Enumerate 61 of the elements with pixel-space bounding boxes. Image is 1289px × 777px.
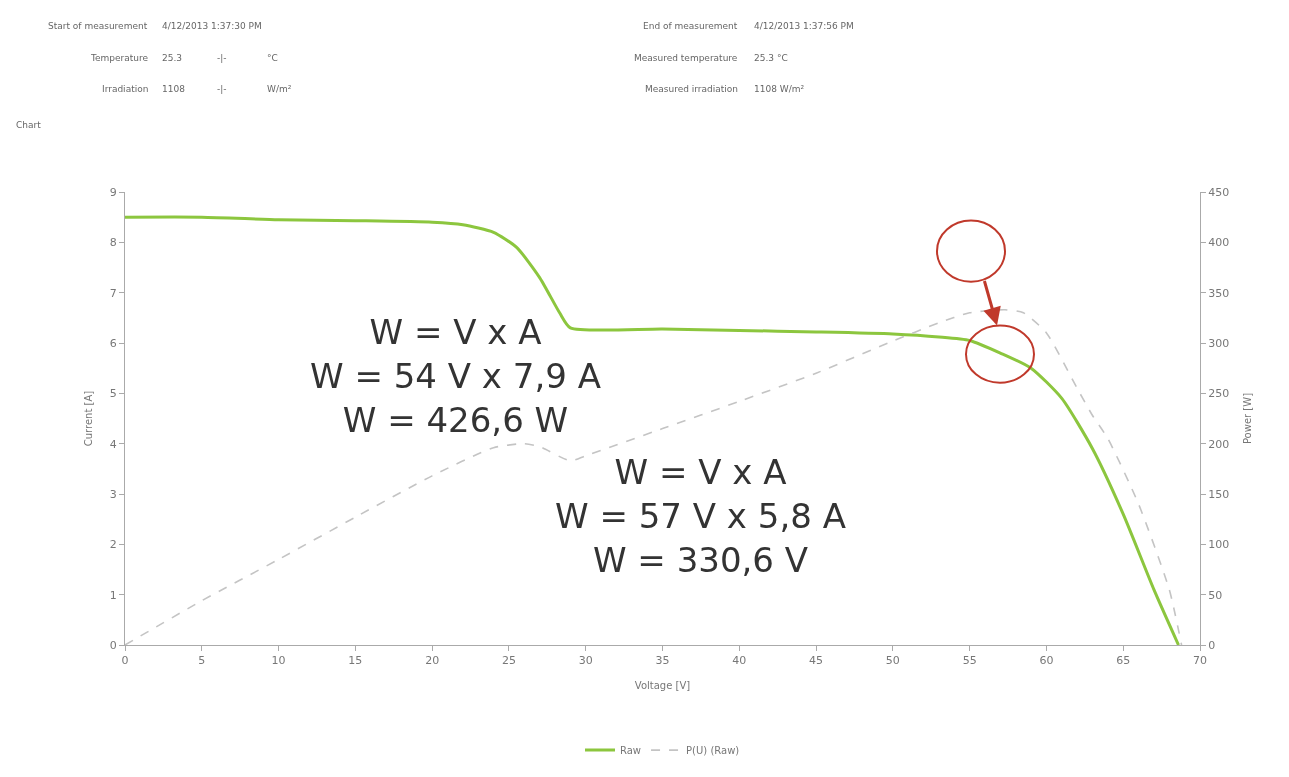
text: W/m² [267, 84, 292, 94]
y-tick-label: 9 [109, 185, 117, 199]
text: °C [267, 53, 278, 63]
text: Measured temperature [634, 53, 738, 63]
y2-tick-label: 450 [1208, 185, 1230, 199]
y-tick-label: 0 [109, 638, 117, 652]
y2-axis-title: Power [W] [1241, 392, 1253, 445]
x-axis-title: Voltage [V] [634, 679, 691, 691]
text: Temperature [90, 53, 149, 63]
x-tick-label: 10 [271, 654, 286, 668]
y-tick-label: 5 [109, 387, 117, 401]
x-tick-label: 70 [1193, 654, 1207, 668]
x-tick-label: 5 [198, 654, 206, 668]
x-tick-label: 45 [809, 654, 824, 668]
x-tick-label: 0 [121, 654, 129, 668]
y2-tick-label: 250 [1208, 387, 1230, 401]
text: End of measurement [643, 21, 738, 31]
y-tick-label: 3 [109, 487, 117, 501]
text: 4/12/2013 1:37:56 PM [754, 21, 854, 31]
text: 1108 W/m² [754, 84, 805, 94]
text: 25.3 °C [754, 53, 788, 63]
y2-tick-label: 50 [1208, 588, 1223, 602]
y2-tick-label: 0 [1208, 638, 1216, 652]
y-axis-title: Current [A] [82, 390, 94, 447]
y-tick-label: 7 [109, 286, 117, 300]
y2-tick-label: 350 [1208, 286, 1230, 300]
text: 1108 [162, 84, 186, 94]
annotation: W = V x A W = 57 V x 5,8 A W = 330,6 V [555, 452, 846, 581]
x-tick-label: 50 [885, 654, 900, 668]
text: Irradiation [102, 84, 149, 94]
legend-label: P(U) (Raw) [686, 745, 740, 756]
text: -|- [217, 84, 227, 94]
x-tick-label: 30 [578, 654, 593, 668]
line-series [125, 215, 1180, 645]
x-tick-label: 35 [655, 654, 670, 668]
x-tick-label: 60 [1039, 654, 1054, 668]
y2-tick-label: 200 [1208, 437, 1230, 451]
y-tick-label: 4 [109, 437, 117, 451]
text: 25.3 [162, 53, 183, 63]
x-tick-label: 55 [962, 654, 977, 668]
y-tick-label: 6 [109, 336, 117, 350]
x-tick-label: 40 [732, 654, 747, 668]
text: -|- [217, 53, 227, 63]
text: Chart [16, 120, 42, 130]
annotation: W = V x A W = 54 V x 7,9 A W = 426,6 W [310, 312, 601, 441]
y2-tick-label: 300 [1208, 336, 1230, 350]
x-tick-label: 20 [425, 654, 440, 668]
line-series [125, 308, 1183, 645]
y2-tick-label: 150 [1208, 487, 1230, 501]
text: Start of measurement [48, 21, 148, 31]
text: 4/12/2013 1:37:30 PM [162, 21, 262, 31]
y2-tick-label: 400 [1208, 236, 1230, 250]
text: Measured irradiation [645, 84, 739, 94]
y-tick-label: 2 [109, 538, 117, 552]
x-tick-label: 25 [501, 654, 516, 668]
y2-tick-label: 100 [1208, 538, 1230, 552]
x-tick-label: 65 [1116, 654, 1131, 668]
x-tick-label: 15 [348, 654, 363, 668]
y-tick-label: 8 [109, 236, 117, 250]
legend-label: Raw [620, 745, 642, 756]
y-tick-label: 1 [109, 588, 117, 602]
